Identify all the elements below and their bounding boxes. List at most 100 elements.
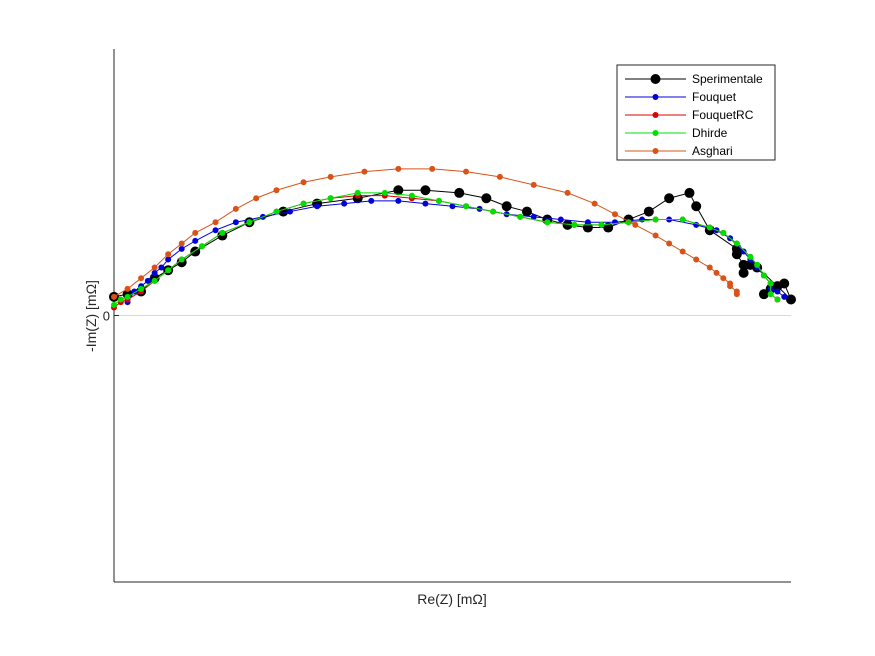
data-point-3-8 <box>219 229 226 236</box>
data-point-3-7 <box>199 243 206 250</box>
data-point-4-0 <box>111 293 117 300</box>
data-point-4-7 <box>212 219 219 226</box>
data-point-3-12 <box>327 195 334 202</box>
data-point-4-16 <box>463 168 470 175</box>
data-point-3-26 <box>706 224 713 231</box>
data-point-4-28 <box>713 269 720 276</box>
data-point-4-3 <box>151 264 158 271</box>
data-point-1-9 <box>212 227 219 234</box>
data-point-3-21 <box>571 221 578 228</box>
data-point-0-26 <box>691 201 702 212</box>
data-point-4-6 <box>192 229 199 236</box>
data-point-1-23 <box>584 219 591 226</box>
data-point-0-24 <box>664 193 675 204</box>
data-point-1-25 <box>639 216 646 223</box>
data-point-1-24 <box>611 219 618 226</box>
data-point-4-24 <box>666 240 673 247</box>
data-point-4-11 <box>300 179 307 186</box>
data-point-3-17 <box>463 203 470 210</box>
legend-box <box>616 64 776 161</box>
data-point-3-6 <box>178 256 185 263</box>
data-point-4-23 <box>652 232 659 239</box>
data-point-4-26 <box>693 256 700 263</box>
data-point-4-22 <box>632 221 639 228</box>
data-point-4-17 <box>496 173 503 180</box>
data-point-1-7 <box>178 245 185 252</box>
legend-entry-1: Fouquet <box>692 90 737 104</box>
data-point-0-35 <box>786 294 796 305</box>
legend-entry-4: Asghari <box>692 144 733 158</box>
y-tick-label-0: 0 <box>103 309 110 324</box>
legend-marker-1 <box>652 94 659 100</box>
data-point-1-12 <box>287 208 294 215</box>
data-point-1-37 <box>781 293 788 300</box>
data-point-1-5 <box>158 264 165 271</box>
data-point-3-14 <box>381 189 388 196</box>
data-point-3-15 <box>408 192 415 199</box>
data-point-0-13 <box>420 185 431 196</box>
data-point-3-5 <box>165 267 172 274</box>
data-point-1-17 <box>422 200 429 207</box>
data-point-3-34 <box>774 296 781 303</box>
data-point-4-27 <box>706 264 713 271</box>
legend: Sperimentale Fouquet FouquetRC Dhirde Asghar… <box>616 64 776 161</box>
x-axis-label: Re(Z) [mΩ] <box>417 591 487 607</box>
data-point-3-32 <box>767 280 774 287</box>
data-point-4-33 <box>733 291 740 298</box>
data-point-4-4 <box>165 251 172 258</box>
legend-marker-4 <box>652 148 659 154</box>
legend-marker-0 <box>650 74 661 84</box>
data-point-0-25 <box>684 187 695 198</box>
series-line-4 <box>113 168 738 298</box>
data-point-0-36 <box>779 278 790 289</box>
data-point-4-15 <box>429 165 436 172</box>
data-point-4-21 <box>611 211 618 218</box>
data-point-1-30 <box>740 248 747 255</box>
data-point-1-6 <box>165 256 172 263</box>
data-point-1-13 <box>314 203 321 210</box>
data-point-1-3 <box>144 277 151 284</box>
data-point-4-9 <box>253 195 260 202</box>
data-point-4-19 <box>564 189 571 196</box>
data-point-1-16 <box>395 197 402 204</box>
series-4 <box>111 165 740 300</box>
data-point-4-20 <box>591 200 598 207</box>
data-point-1-22 <box>557 216 564 223</box>
data-point-3-4 <box>151 277 158 284</box>
data-point-3-0 <box>111 301 117 308</box>
data-point-3-19 <box>517 213 524 220</box>
data-point-1-36 <box>774 288 781 295</box>
data-point-0-16 <box>501 201 512 212</box>
data-point-3-9 <box>246 219 253 226</box>
data-point-1-4 <box>151 269 158 276</box>
data-point-3-3 <box>138 285 145 292</box>
data-point-0-19 <box>562 219 573 230</box>
data-point-4-25 <box>679 248 686 255</box>
data-point-1-15 <box>368 197 375 204</box>
data-point-0-23 <box>643 206 654 217</box>
data-point-4-10 <box>273 187 280 194</box>
legend-entry-2: FouquetRC <box>692 108 754 122</box>
legend-marker-2 <box>652 112 659 118</box>
data-point-3-25 <box>679 216 686 223</box>
data-point-1-18 <box>449 203 456 210</box>
data-point-0-14 <box>454 187 465 198</box>
data-point-1-21 <box>530 213 537 220</box>
data-point-1-8 <box>192 237 199 244</box>
data-point-0-31 <box>738 267 749 278</box>
legend-marker-3 <box>652 130 659 136</box>
data-point-4-2 <box>138 275 145 282</box>
data-point-4-18 <box>530 181 537 188</box>
data-point-0-29 <box>731 249 742 260</box>
data-point-3-29 <box>747 253 754 260</box>
data-point-3-1 <box>117 296 124 303</box>
data-point-3-16 <box>435 197 442 204</box>
data-point-0-12 <box>393 185 404 196</box>
data-point-0-17 <box>521 206 532 217</box>
data-point-3-28 <box>733 240 740 247</box>
data-point-4-14 <box>395 165 402 172</box>
legend-entry-3: Dhirde <box>692 126 728 140</box>
data-point-1-10 <box>232 219 239 226</box>
data-point-1-14 <box>341 200 348 207</box>
